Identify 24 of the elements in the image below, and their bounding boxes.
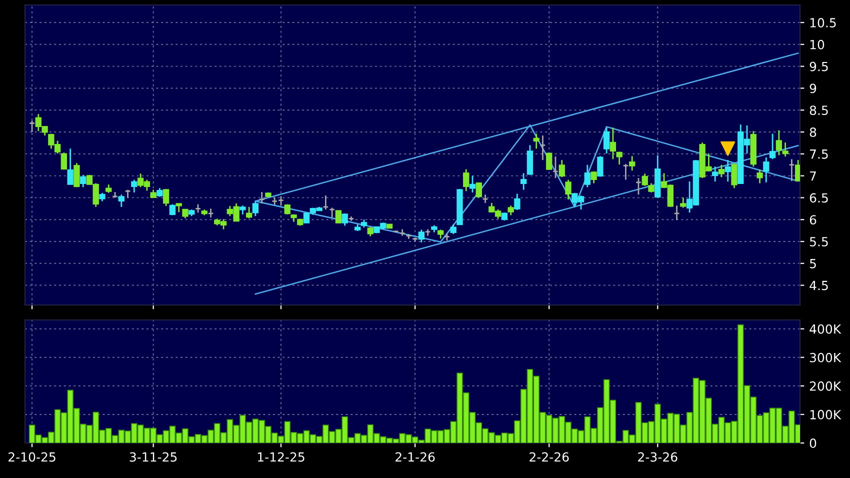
y-tick-label: 7 [810, 171, 816, 181]
y-tick-label: 5.5 [810, 237, 828, 246]
y-tick-label: 6 [810, 215, 816, 225]
y-tick-label: 300K [810, 352, 842, 362]
x-tick-label: 3-11-25 [130, 452, 177, 462]
y-tick-label: 0 [810, 438, 816, 448]
y-tick-label: 4.5 [810, 280, 828, 290]
y-tick-label: 6.5 [810, 193, 828, 203]
y-tick-label: 10 [810, 40, 824, 50]
y-tick-label: 7.5 [810, 150, 828, 159]
x-tick-label: 1-12-25 [258, 452, 304, 462]
y-tick-label: 9.5 [810, 62, 828, 72]
y-tick-label: 400K [810, 324, 842, 334]
y-tick-label: 8 [810, 127, 816, 137]
x-tick-label: 2-2-26 [530, 452, 569, 462]
y-tick-label: 200K [810, 381, 842, 391]
y-tick-label: 100K [810, 410, 842, 420]
y-tick-label: 10.5 [810, 18, 836, 28]
y-tick-label: 5 [810, 259, 816, 268]
x-tick-label: 2-1-26 [396, 452, 435, 462]
y-tick-label: 9 [810, 84, 816, 94]
x-tick-label: 2-3-26 [638, 452, 678, 462]
x-tick-label: 2-10-25 [8, 452, 56, 462]
y-tick-label: 8.5 [810, 106, 828, 116]
